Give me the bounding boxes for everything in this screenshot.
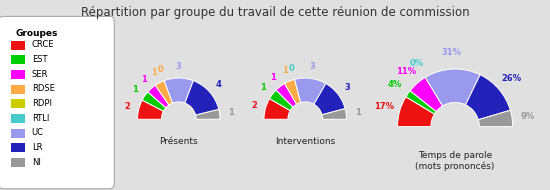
- Wedge shape: [270, 90, 293, 111]
- Text: NI: NI: [32, 158, 41, 167]
- Bar: [12, 143, 25, 152]
- Text: 1: 1: [282, 66, 288, 75]
- Bar: [12, 129, 25, 138]
- Wedge shape: [466, 75, 510, 120]
- Text: 2: 2: [251, 101, 257, 110]
- Text: LR: LR: [32, 143, 42, 152]
- Text: 4: 4: [216, 80, 221, 89]
- Text: 0%: 0%: [410, 59, 424, 68]
- Wedge shape: [314, 84, 345, 115]
- Bar: [12, 158, 25, 167]
- Bar: [12, 114, 25, 123]
- Text: Présents: Présents: [160, 137, 198, 146]
- Text: 3: 3: [176, 62, 182, 71]
- FancyBboxPatch shape: [0, 16, 114, 189]
- Wedge shape: [406, 91, 436, 114]
- Text: Groupes: Groupes: [15, 29, 58, 38]
- Text: Temps de parole
(mots prononcés): Temps de parole (mots prononcés): [415, 151, 495, 171]
- Text: 17%: 17%: [374, 102, 394, 111]
- Wedge shape: [425, 69, 480, 106]
- Wedge shape: [138, 100, 163, 119]
- Text: 31%: 31%: [442, 48, 461, 58]
- Wedge shape: [142, 92, 166, 111]
- Bar: [12, 99, 25, 108]
- Wedge shape: [410, 77, 443, 112]
- Wedge shape: [398, 97, 434, 127]
- Wedge shape: [285, 79, 301, 104]
- Wedge shape: [295, 78, 326, 104]
- Text: EST: EST: [32, 55, 47, 64]
- Text: RDPI: RDPI: [32, 99, 52, 108]
- Text: 2: 2: [124, 102, 130, 111]
- Text: 1: 1: [228, 108, 234, 117]
- Bar: [12, 70, 25, 79]
- Text: CRCE: CRCE: [32, 40, 54, 49]
- Text: Interventions: Interventions: [275, 137, 336, 146]
- Text: 1: 1: [260, 83, 266, 92]
- Text: 1: 1: [133, 85, 138, 94]
- Text: Répartition par groupe du travail de cette réunion de commission: Répartition par groupe du travail de cet…: [81, 6, 469, 19]
- Text: UC: UC: [32, 128, 43, 137]
- Text: SER: SER: [32, 70, 48, 79]
- Text: 9%: 9%: [521, 112, 535, 120]
- Wedge shape: [164, 78, 194, 103]
- Wedge shape: [155, 81, 173, 105]
- Text: 1: 1: [355, 108, 361, 117]
- Text: 3: 3: [309, 62, 315, 71]
- Text: 1: 1: [141, 75, 147, 84]
- Text: 11%: 11%: [397, 67, 416, 76]
- Wedge shape: [185, 81, 219, 115]
- Text: 1: 1: [151, 68, 157, 77]
- Text: 4%: 4%: [388, 80, 402, 89]
- Text: 26%: 26%: [501, 74, 521, 83]
- Bar: [12, 41, 25, 50]
- Wedge shape: [322, 109, 346, 119]
- Text: RDSE: RDSE: [32, 84, 54, 93]
- Text: 0: 0: [157, 65, 163, 74]
- Text: 0: 0: [289, 64, 294, 73]
- Wedge shape: [276, 84, 296, 107]
- Wedge shape: [148, 85, 169, 108]
- Text: 1: 1: [270, 73, 276, 82]
- Wedge shape: [196, 109, 220, 119]
- Bar: [12, 85, 25, 94]
- Text: RTLI: RTLI: [32, 114, 49, 123]
- Wedge shape: [264, 99, 290, 119]
- Bar: [12, 55, 25, 64]
- Text: 3: 3: [344, 83, 350, 92]
- Wedge shape: [478, 110, 513, 127]
